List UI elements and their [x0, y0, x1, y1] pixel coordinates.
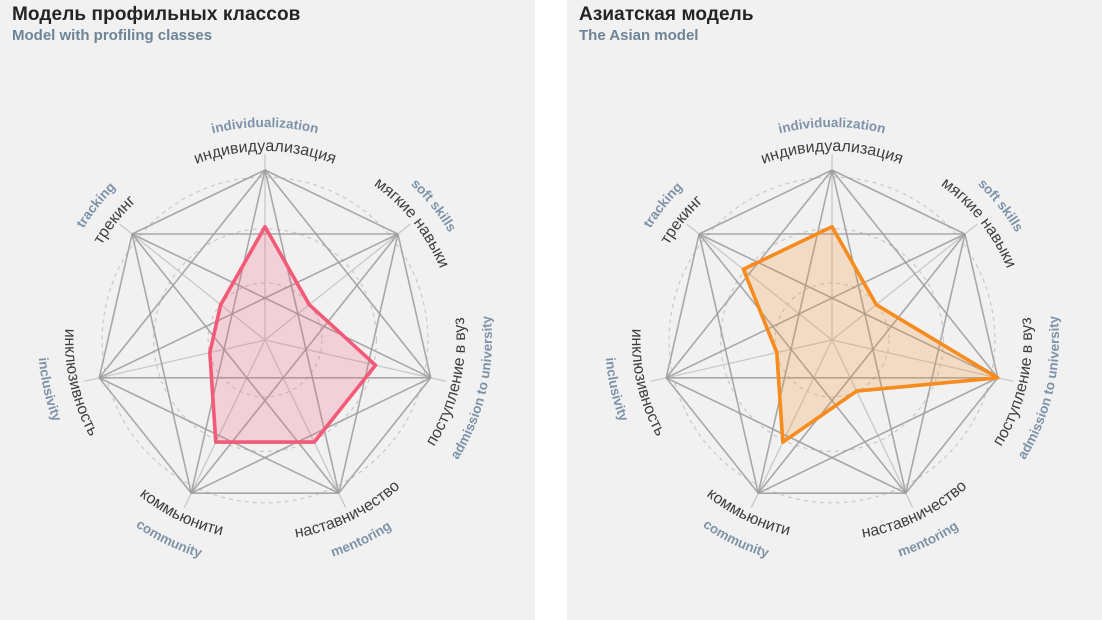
- data-polygon-profiling-classes[interactable]: [208, 224, 378, 444]
- web-line: [698, 169, 833, 235]
- web-line: [264, 169, 432, 379]
- grid-ring-2: [720, 228, 944, 452]
- web-line: [905, 377, 999, 494]
- web-line: [964, 233, 999, 379]
- web-line: [757, 377, 999, 494]
- web-line: [665, 377, 907, 494]
- web-line: [337, 233, 399, 494]
- radar-svg: трекингtrackingиндивидуализацияindividua…: [603, 115, 1062, 561]
- web-line: [338, 377, 432, 494]
- web-line: [698, 233, 760, 494]
- axis-spoke-tracking: [686, 223, 833, 341]
- grid-ring-3: [668, 176, 996, 504]
- web-line: [757, 233, 966, 494]
- web-line: [264, 169, 340, 494]
- axis-label-en-inclusivity: inclusivity: [36, 357, 65, 424]
- grid-ring-1: [774, 282, 890, 398]
- axis-label-en-individualization: individualization: [777, 115, 887, 136]
- web-line: [98, 233, 399, 379]
- radar-panel-profiling-classes: Модель профильных классов Model with pro…: [0, 0, 535, 620]
- web-line: [665, 169, 833, 379]
- web-line: [131, 233, 193, 494]
- axis-spoke-community: [750, 339, 833, 508]
- web-line: [264, 169, 399, 235]
- axis-spoke-admission-to-university: [264, 339, 447, 383]
- web-line: [190, 377, 432, 494]
- web-line: [98, 377, 192, 494]
- web-line: [831, 169, 966, 235]
- axis-label-ru-inclusivity: инклюзивность: [61, 328, 102, 438]
- web-line: [98, 377, 340, 494]
- web-line: [397, 233, 432, 379]
- axis-spoke-soft-skills: [264, 223, 411, 341]
- web-line: [665, 233, 700, 379]
- page-subtitle: The Asian model: [579, 27, 699, 44]
- web-line: [665, 233, 966, 379]
- web-line: [698, 233, 999, 379]
- radar-svg: трекингtrackingиндивидуализацияindividua…: [36, 115, 495, 561]
- axis-spoke-inclusivity: [650, 339, 833, 383]
- axis-spoke-mentoring: [831, 339, 914, 508]
- grid-ring-3: [101, 176, 429, 504]
- axis-label-ru-inclusivity: инклюзивность: [628, 328, 669, 438]
- axis-label-en-individualization: individualization: [210, 115, 320, 136]
- page-title: Модель профильных классов: [12, 4, 301, 25]
- radar-panel-asian-model: Азиатская модель The Asian model трекинг…: [567, 0, 1102, 620]
- web-line: [831, 169, 999, 379]
- page-title: Азиатская модель: [579, 4, 754, 25]
- radar-chart-profiling-classes: трекинг tracking индивидуализация individua…: [0, 0, 535, 620]
- web-line: [831, 169, 907, 494]
- web-line: [98, 233, 133, 379]
- web-line: [190, 169, 266, 494]
- axis-spoke-mentoring: [264, 339, 347, 508]
- web-line: [757, 169, 833, 494]
- page-subtitle: Model with profiling classes: [12, 27, 213, 44]
- web-line: [131, 233, 340, 494]
- grid-ring-1: [207, 282, 323, 398]
- data-polygon-asian-model[interactable]: [741, 224, 1000, 444]
- grid-ring-2: [153, 228, 377, 452]
- axis-spoke-community: [183, 339, 266, 508]
- axis-spoke-soft-skills: [831, 223, 978, 341]
- web-line: [131, 169, 266, 235]
- axis-spoke-tracking: [119, 223, 266, 341]
- web-line: [904, 233, 966, 494]
- web-line: [190, 233, 399, 494]
- axis-spoke-inclusivity: [83, 339, 266, 383]
- web-line: [665, 377, 759, 494]
- web-line: [698, 233, 907, 494]
- axis-label-en-inclusivity: inclusivity: [603, 357, 632, 424]
- radar-chart-asian-model: трекинг tracking индивидуализация individua…: [567, 0, 1102, 620]
- web-line: [131, 233, 432, 379]
- axis-spoke-admission-to-university: [831, 339, 1014, 383]
- web-line: [98, 169, 266, 379]
